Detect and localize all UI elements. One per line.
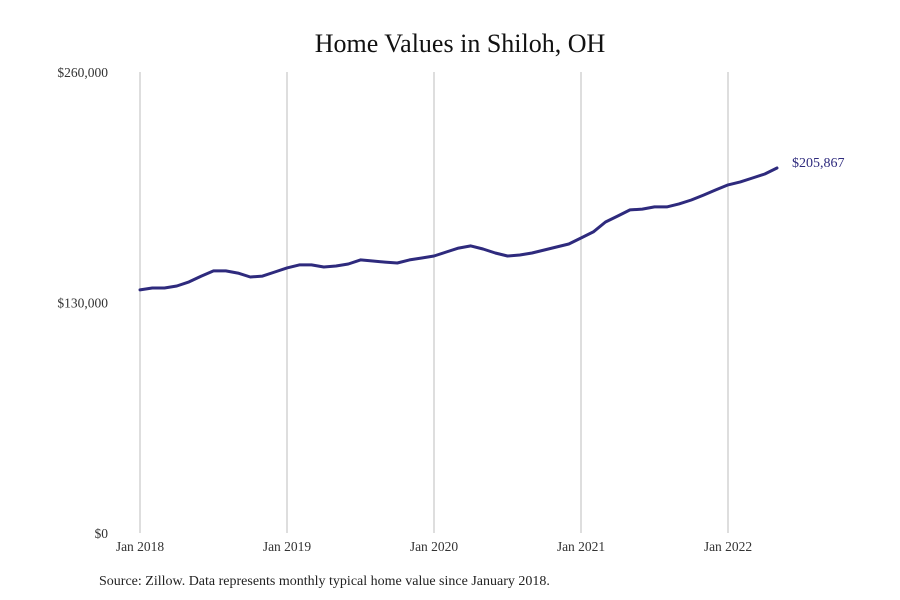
gridlines [139,72,729,533]
x-tick-label: Jan 2019 [263,539,312,554]
x-tick-label: Jan 2020 [410,539,459,554]
source-note: Source: Zillow. Data represents monthly … [99,574,550,589]
y-axis: $0 $130,000 $260,000 [57,65,108,541]
chart-title: Home Values in Shiloh, OH [315,29,606,58]
y-tick-label: $130,000 [57,296,108,311]
x-tick-label: Jan 2021 [557,539,605,554]
y-tick-label: $260,000 [57,65,108,80]
x-axis: Jan 2018 Jan 2019 Jan 2020 Jan 2021 Jan 2022 [116,539,752,554]
x-tick-label: Jan 2022 [704,539,752,554]
series-line [138,166,779,292]
x-tick-label: Jan 2018 [116,539,165,554]
y-tick-label: $0 [95,526,109,541]
end-value-label: $205,867 [792,156,845,171]
